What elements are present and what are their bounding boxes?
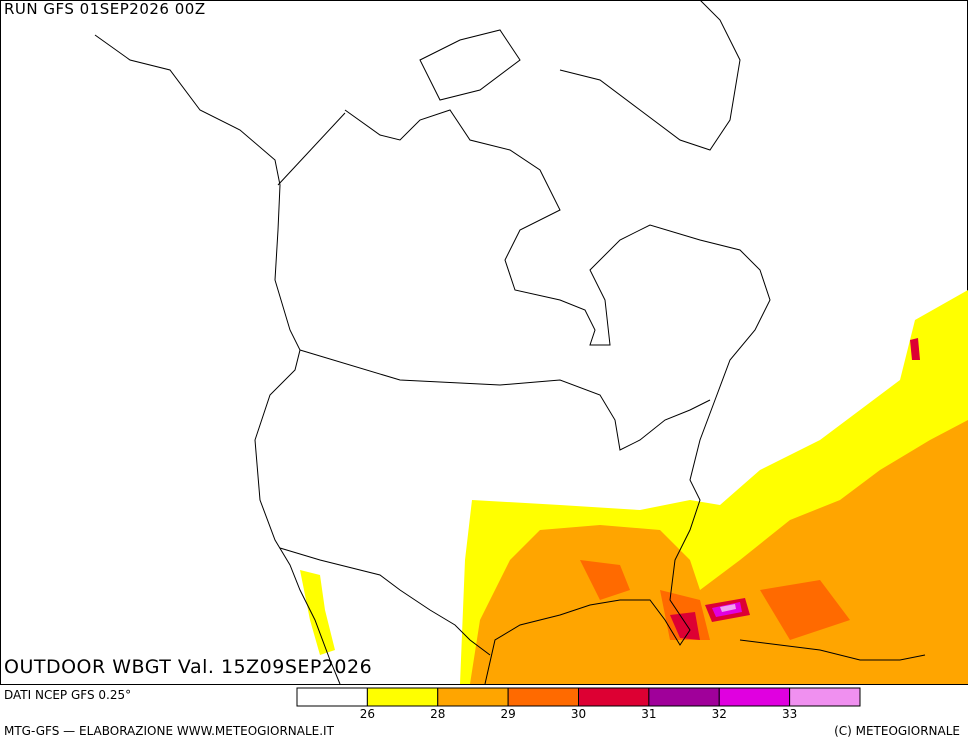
footer-credit: MTG-GFS — ELABORAZIONE WWW.METEOGIORNALE…	[4, 724, 334, 738]
heat-field	[300, 290, 968, 684]
color-box	[437, 687, 509, 707]
map-title: OUTDOOR WBGT Val. 15Z09SEP2026	[4, 656, 373, 678]
color-box	[648, 687, 720, 707]
footer-copyright: (C) METEOGIORNALE	[834, 724, 960, 738]
color-box	[366, 687, 439, 707]
legend-tick-label: 26	[360, 707, 375, 721]
legend-tick-label: 30	[571, 707, 586, 721]
run-label: RUN GFS 01SEP2026 00Z	[4, 0, 206, 18]
legend-tick-label: 31	[641, 707, 656, 721]
color-bar: 26 28 29 30 31 32 33	[296, 687, 861, 721]
legend-tick-label: 33	[782, 707, 797, 721]
color-box	[296, 687, 368, 707]
color-box	[718, 687, 791, 707]
color-box	[578, 687, 650, 707]
color-box	[789, 687, 861, 707]
color-box	[507, 687, 579, 707]
coastlines	[94, 0, 926, 685]
legend-tick-label: 29	[500, 707, 515, 721]
legend-tick-label: 28	[430, 707, 445, 721]
source: DATI NCEP GFS 0.25°	[4, 688, 132, 702]
legend-tick-label: 32	[712, 707, 727, 721]
